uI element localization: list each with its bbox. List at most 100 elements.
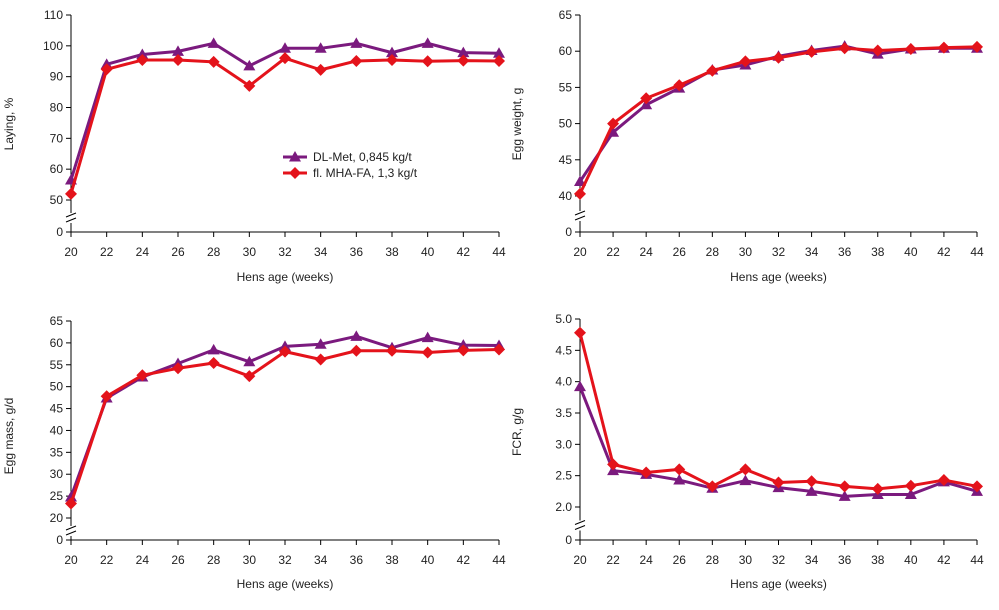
- x-tick-label: 24: [136, 553, 150, 567]
- x-tick-label: 20: [573, 553, 587, 567]
- data-point-mha-fa: [937, 41, 950, 54]
- data-point-mha-fa: [314, 353, 327, 366]
- data-point-mha-fa: [493, 343, 505, 356]
- data-point-dl-met: [350, 37, 363, 48]
- y-tick-label: 60: [50, 162, 64, 176]
- x-axis-title: Hens age (weeks): [730, 270, 827, 284]
- data-point-mha-fa: [279, 52, 291, 65]
- x-tick-label: 30: [739, 553, 753, 567]
- data-point-mha-fa: [386, 344, 398, 357]
- x-tick-label: 26: [673, 245, 687, 259]
- data-point-mha-fa: [136, 54, 149, 67]
- data-point-mha-fa: [100, 390, 113, 403]
- data-point-dl-met: [904, 488, 917, 499]
- y-tick-label: 35: [50, 445, 64, 459]
- x-tick-label: 32: [772, 553, 786, 567]
- data-point-mha-fa: [350, 344, 363, 357]
- x-tick-label: 34: [805, 245, 819, 259]
- x-tick-label: 22: [606, 553, 620, 567]
- data-point-mha-fa: [607, 117, 620, 130]
- y-tick-label: 65: [50, 314, 64, 328]
- x-tick-label: 28: [706, 245, 720, 259]
- data-point-mha-fa: [350, 54, 363, 67]
- data-point-mha-fa: [574, 326, 586, 339]
- y-tick-label: 30: [50, 467, 64, 481]
- data-point-mha-fa: [706, 480, 719, 493]
- data-point-dl-met: [136, 48, 149, 59]
- y-tick-label: 55: [559, 80, 573, 94]
- x-tick-label: 40: [421, 245, 435, 259]
- y-tick-label: 90: [50, 70, 64, 84]
- data-point-mha-fa: [838, 480, 851, 493]
- y-tick-label: 80: [50, 101, 64, 115]
- x-tick-label: 36: [350, 553, 364, 567]
- x-tick-label: 38: [871, 553, 885, 567]
- data-point-mha-fa: [314, 63, 327, 76]
- x-tick-label: 36: [838, 245, 852, 259]
- data-point-mha-fa: [457, 344, 470, 357]
- data-point-dl-met: [314, 42, 327, 53]
- data-point-mha-fa: [574, 187, 586, 200]
- data-point-dl-met: [172, 45, 184, 56]
- x-tick-label: 44: [492, 553, 506, 567]
- y-tick-label: 110: [44, 8, 63, 22]
- data-point-mha-fa: [805, 475, 818, 488]
- axis-break-mark: [65, 217, 77, 223]
- data-point-mha-fa: [673, 79, 686, 92]
- data-point-mha-fa: [971, 480, 983, 493]
- x-tick-label: 44: [970, 553, 984, 567]
- x-tick-label: 20: [573, 245, 587, 259]
- legend-label: DL-Met, 0,845 kg/t: [313, 150, 412, 164]
- y-tick-label: 60: [50, 336, 64, 350]
- x-tick-label: 38: [385, 553, 399, 567]
- x-tick-label: 20: [64, 245, 78, 259]
- data-point-mha-fa: [739, 463, 752, 476]
- data-point-mha-fa: [838, 42, 851, 55]
- x-tick-label: 30: [243, 553, 257, 567]
- data-point-mha-fa: [871, 44, 884, 57]
- series-line-dl-met: [578, 44, 977, 183]
- x-axis-title: Hens age (weeks): [237, 577, 334, 591]
- x-tick-label: 40: [904, 245, 918, 259]
- data-point-dl-met: [574, 175, 586, 187]
- x-tick-label: 34: [314, 553, 328, 567]
- y-tick-label: 3.5: [555, 406, 572, 420]
- chart-fcr: 0 2.0 2.5 3.0 3.5 4.0 4.5 5.0 20 22 24 26 28 30 32 34 36…: [510, 312, 984, 591]
- data-point-mha-fa: [607, 458, 620, 471]
- axis-break-mark: [574, 215, 586, 221]
- data-point-mha-fa: [65, 497, 77, 510]
- data-point-dl-met: [673, 474, 686, 485]
- y-tick-label: 5.0: [555, 312, 572, 326]
- axis-break-mark: [574, 210, 586, 216]
- data-point-dl-met: [386, 46, 398, 58]
- y-tick-label: 0: [565, 225, 572, 239]
- data-point-dl-met: [207, 37, 220, 48]
- data-point-dl-met: [574, 380, 586, 392]
- x-tick-label: 36: [350, 245, 364, 259]
- x-tick-label: 22: [100, 553, 114, 567]
- x-tick-label: 34: [314, 245, 328, 259]
- data-point-mha-fa: [739, 55, 752, 68]
- data-point-dl-met: [457, 46, 470, 58]
- data-point-mha-fa: [772, 51, 785, 64]
- y-tick-label: 50: [50, 193, 64, 207]
- data-point-mha-fa: [706, 64, 719, 77]
- axis-break-mark: [574, 520, 586, 525]
- data-point-mha-fa: [805, 45, 818, 58]
- data-point-mha-fa: [243, 370, 256, 383]
- y-axis-title: Egg mass, g/d: [2, 398, 16, 475]
- y-tick-label: 4.0: [555, 375, 572, 389]
- x-tick-label: 44: [492, 245, 506, 259]
- y-tick-label: 2.5: [555, 469, 572, 483]
- x-tick-label: 42: [457, 245, 471, 259]
- data-point-dl-met: [607, 126, 620, 137]
- y-tick-label: 20: [50, 511, 64, 525]
- x-tick-label: 42: [937, 553, 951, 567]
- data-point-mha-fa: [673, 463, 686, 476]
- data-point-dl-met: [279, 340, 291, 351]
- x-tick-label: 24: [136, 245, 150, 259]
- data-point-dl-met: [279, 42, 291, 53]
